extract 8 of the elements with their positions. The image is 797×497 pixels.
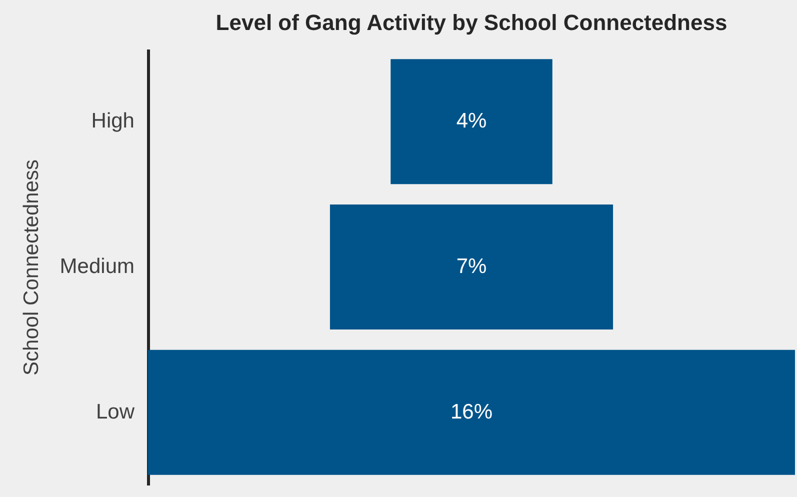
- data-label: 4%: [456, 110, 487, 133]
- text: School Connectedness: [20, 160, 43, 376]
- data-label: 7%: [456, 255, 487, 278]
- text: Level of Gang Activity by School Connectedness: [216, 10, 728, 35]
- data-label: 16%: [450, 400, 493, 424]
- category-label: Low: [96, 400, 136, 424]
- category-label: Medium: [60, 255, 134, 278]
- category-label: High: [91, 110, 134, 133]
